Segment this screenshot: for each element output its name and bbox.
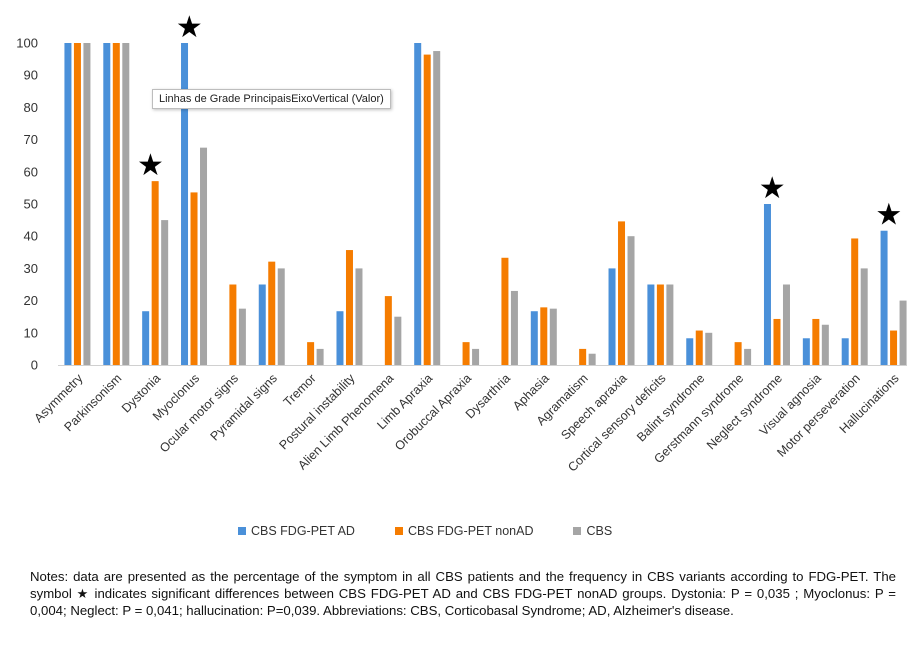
- figure-notes: Notes: data are presented as the percent…: [30, 569, 896, 618]
- bar: [501, 257, 509, 365]
- bar: [472, 348, 480, 365]
- legend-item-ad: CBS FDG-PET AD: [238, 524, 355, 538]
- bar: [530, 311, 538, 365]
- bar: [229, 284, 237, 365]
- bar: [122, 43, 130, 365]
- bar: [433, 51, 441, 366]
- bar: [705, 332, 713, 365]
- bar: [812, 318, 820, 365]
- bar: [307, 342, 315, 365]
- y-tick-label: 40: [24, 229, 38, 244]
- legend-swatch-nonad: [394, 527, 403, 535]
- y-tick-label: 30: [24, 261, 38, 276]
- y-tick-label: 20: [24, 293, 38, 308]
- y-tick-label: 70: [24, 132, 38, 147]
- bar: [618, 221, 626, 365]
- bar-chart: 0102030405060708090100AsymmetryParkinson…: [16, 11, 907, 474]
- bar: [588, 353, 596, 365]
- x-tick-label: Pyramidal signs: [208, 371, 280, 443]
- y-tick-label: 90: [24, 68, 38, 83]
- bar: [880, 230, 888, 365]
- y-tick-label: 0: [31, 358, 38, 373]
- bar: [656, 284, 664, 365]
- bar: [161, 220, 169, 365]
- chart-legend: CBS FDG-PET AD CBS FDG-PET nonAD CBS: [238, 524, 612, 538]
- significance-star-icon: ★: [176, 11, 203, 44]
- bar: [540, 307, 548, 365]
- bar: [103, 43, 111, 365]
- bar: [200, 147, 208, 365]
- y-tick-label: 100: [16, 36, 38, 51]
- bar: [579, 348, 587, 365]
- bar: [73, 43, 81, 365]
- bar: [821, 324, 829, 365]
- legend-label-ad: CBS FDG-PET AD: [251, 524, 355, 538]
- legend-swatch-cbs: [573, 527, 582, 535]
- bar: [181, 43, 189, 365]
- bar: [890, 330, 898, 365]
- x-tick-label: Tremor: [281, 371, 319, 409]
- legend-swatch-ad: [238, 527, 246, 535]
- legend-label-cbs: CBS: [586, 524, 613, 538]
- x-tick-label: Balint syndrome: [634, 371, 707, 444]
- bar: [394, 316, 402, 365]
- bar: [782, 284, 790, 365]
- significance-star-icon: ★: [137, 149, 164, 182]
- bar: [355, 268, 363, 365]
- bar: [238, 308, 246, 365]
- bar: [316, 348, 324, 365]
- bar: [462, 342, 470, 365]
- bar: [336, 311, 344, 365]
- bar: [841, 338, 849, 365]
- bar: [734, 342, 742, 365]
- bar: [268, 261, 276, 365]
- bar: [151, 181, 159, 365]
- legend-item-cbs: CBS: [573, 524, 612, 538]
- y-tick-label: 50: [24, 197, 38, 212]
- gridline-tooltip: Linhas de Grade PrincipaisEixoVertical (…: [152, 89, 391, 109]
- bar: [510, 290, 518, 365]
- legend-label-nonad: CBS FDG-PET nonAD: [407, 524, 534, 538]
- significance-star-icon: ★: [875, 199, 902, 232]
- bar: [112, 43, 120, 365]
- bar: [608, 268, 616, 365]
- bar: [345, 250, 353, 365]
- bar: [190, 192, 198, 365]
- bar: [627, 236, 635, 365]
- bar: [384, 296, 392, 365]
- bar: [860, 268, 868, 365]
- y-tick-label: 80: [24, 100, 38, 115]
- bar: [83, 43, 91, 365]
- bar: [744, 348, 752, 365]
- bar: [763, 204, 771, 365]
- bar: [142, 311, 150, 365]
- bar: [414, 43, 422, 365]
- bar: [423, 54, 431, 365]
- y-tick-label: 10: [24, 325, 38, 340]
- bar: [258, 284, 266, 365]
- bar: [666, 284, 674, 365]
- legend-item-nonad: CBS FDG-PET nonAD: [394, 524, 534, 538]
- bar: [686, 338, 694, 365]
- x-tick-label: Orobuccal Apraxia: [392, 371, 474, 453]
- bar: [277, 268, 285, 365]
- bar: [851, 238, 859, 365]
- bar: [64, 43, 72, 365]
- bar: [695, 330, 703, 365]
- y-tick-label: 60: [24, 164, 38, 179]
- bar: [899, 300, 907, 365]
- significance-star-icon: ★: [759, 172, 786, 205]
- bar: [802, 338, 810, 365]
- bar: [647, 284, 655, 365]
- bar: [549, 308, 557, 365]
- bar: [773, 318, 781, 365]
